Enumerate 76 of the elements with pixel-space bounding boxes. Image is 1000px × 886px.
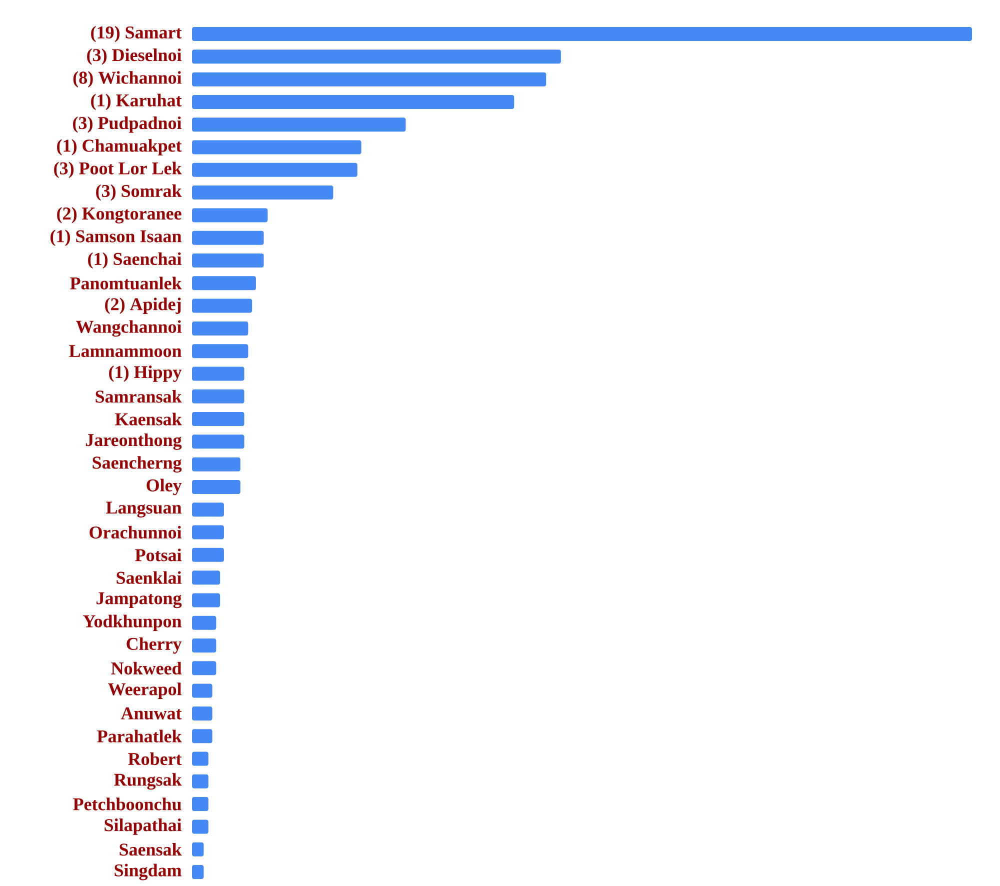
y-tick-label: Robert (128, 752, 182, 766)
bar (192, 820, 208, 834)
bar (192, 457, 240, 472)
bar (192, 570, 220, 585)
bar (192, 389, 244, 404)
bar (192, 321, 248, 336)
bar (192, 842, 204, 856)
bar (192, 230, 264, 245)
bar (192, 412, 244, 426)
bar (192, 661, 216, 676)
y-tick-label: (3) Somrak (96, 184, 182, 201)
bar (192, 480, 240, 494)
y-tick-label: (1) Samson Isaan (50, 230, 182, 246)
y-tick-label: Orachunnoi (90, 526, 182, 539)
y-tick-label: Oley (146, 478, 182, 496)
y-tick-label: Kaensak (115, 412, 182, 426)
y-tick-label: Wangchannoi (76, 320, 182, 337)
bar (192, 118, 406, 132)
bar (192, 72, 546, 86)
y-tick-label: Silapathai (104, 818, 182, 835)
bar (192, 162, 358, 177)
bar (192, 502, 224, 517)
y-tick-label: Anuwat (120, 707, 182, 720)
bar (192, 434, 244, 449)
y-tick-label: (3) Pudpadnoi (73, 116, 182, 133)
y-tick-label: (8) Wichannoi (73, 71, 182, 88)
y-tick-label: (19) Samart (91, 26, 182, 42)
y-tick-label: Langsuan (106, 502, 182, 518)
bar (192, 729, 212, 744)
y-tick-label: Panomtuanlek (70, 276, 182, 290)
y-tick-label: Potsai (135, 548, 182, 562)
y-tick-label: Saenklai (116, 571, 182, 584)
bar (192, 27, 972, 42)
bar (192, 638, 216, 653)
bar (192, 593, 220, 608)
bar (192, 94, 514, 109)
y-tick-label: Saensak (120, 842, 182, 856)
y-tick-label: Yodkhunpon (83, 614, 182, 632)
y-tick-label: (3) Poot Lor Lek (54, 162, 182, 178)
bar (192, 208, 268, 222)
bar (192, 752, 208, 766)
bar (192, 797, 208, 812)
bar (192, 366, 244, 381)
y-tick-label: Rungsak (114, 773, 182, 790)
y-tick-label: Singdam (114, 864, 182, 880)
y-tick-label: Saencherng (92, 456, 182, 473)
y-tick-label: (1) Chamuakpet (57, 139, 182, 156)
y-tick-label: Jareonthong (86, 433, 182, 450)
bar (192, 525, 224, 540)
bar (192, 864, 204, 879)
y-tick-label: Parahatlek (97, 730, 182, 742)
bar (192, 344, 248, 358)
y-tick-label: (1) Hippy (109, 366, 182, 382)
bar (192, 706, 212, 720)
bar (192, 684, 212, 698)
y-tick-label: (2) Apidej (105, 298, 181, 314)
bar (192, 298, 252, 313)
y-tick-label: (1) Saenchai (88, 252, 182, 269)
y-tick-label: (3) Dieselnoi (87, 48, 182, 65)
y-tick-label: Lamnammoon (69, 345, 182, 358)
y-tick-label: Weerapol (108, 682, 182, 699)
y-tick-label: Samransak (96, 390, 182, 403)
bar (192, 616, 216, 630)
bar (192, 548, 224, 562)
bar (192, 186, 334, 200)
bar (192, 774, 208, 788)
y-tick-label: Cherry (126, 637, 182, 654)
y-tick-label: Nokweed (111, 662, 182, 674)
bar (192, 276, 256, 290)
y-tick-label: Petchboonchu (73, 798, 182, 810)
y-tick-label: (1) Karuhat (91, 94, 182, 110)
bar (192, 254, 264, 268)
bar (192, 140, 362, 154)
bar (192, 50, 561, 64)
y-tick-label: (2) Kongtoranee (57, 206, 182, 224)
y-tick-label: Jampatong (96, 592, 182, 608)
